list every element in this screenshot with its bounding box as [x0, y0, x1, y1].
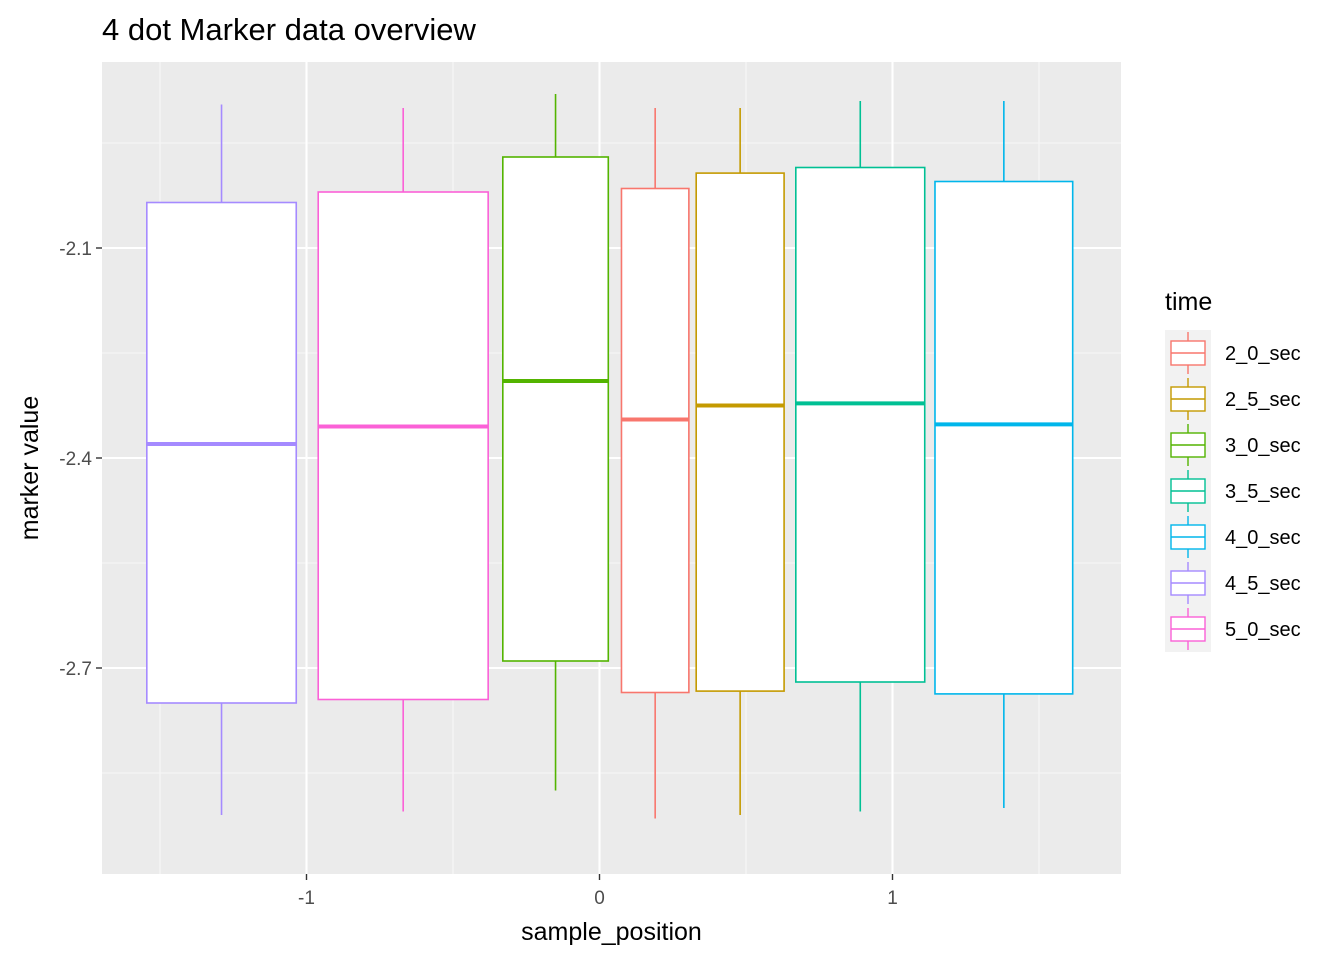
box-body: [796, 168, 925, 683]
y-tick-label: -2.7: [59, 659, 92, 680]
box-body: [147, 203, 296, 704]
x-tick-label: 0: [594, 888, 605, 909]
legend-label: 3_5_sec: [1225, 481, 1301, 503]
legend-item-3_5_sec: 3_5_sec: [1165, 468, 1301, 514]
legend-item-5_0_sec: 5_0_sec: [1165, 606, 1301, 652]
legend-item-4_5_sec: 4_5_sec: [1165, 560, 1301, 606]
legend-item-2_0_sec: 2_0_sec: [1165, 330, 1301, 376]
legend-label: 2_5_sec: [1225, 389, 1301, 411]
x-tick-label: -1: [298, 888, 315, 909]
box-body: [621, 189, 688, 693]
legend-label: 4_5_sec: [1225, 573, 1301, 595]
legend-label: 5_0_sec: [1225, 619, 1301, 641]
chart-title: 4 dot Marker data overview: [102, 12, 477, 47]
box-body: [696, 173, 784, 691]
y-tick-label: -2.4: [59, 449, 92, 470]
legend-label: 2_0_sec: [1225, 343, 1301, 365]
x-tick-label: 1: [887, 888, 898, 909]
legend-item-2_5_sec: 2_5_sec: [1165, 376, 1301, 422]
y-axis-title: marker value: [16, 396, 44, 541]
legend-label: 3_0_sec: [1225, 435, 1301, 457]
legend-item-4_0_sec: 4_0_sec: [1165, 514, 1301, 560]
legend-item-3_0_sec: 3_0_sec: [1165, 422, 1301, 468]
box-body: [935, 182, 1073, 694]
legend: time 2_0_sec 2_5_sec 3_0_sec 3_5_sec 4_0_sec…: [1165, 288, 1301, 652]
y-tick-label: -2.1: [59, 239, 92, 260]
legend-title: time: [1165, 288, 1212, 316]
x-axis-title: sample_position: [521, 918, 702, 946]
box-body: [318, 192, 488, 700]
box-body: [503, 157, 608, 661]
legend-items: 2_0_sec 2_5_sec 3_0_sec 3_5_sec 4_0_sec 4_5_s…: [1165, 330, 1301, 652]
legend-label: 4_0_sec: [1225, 527, 1301, 549]
